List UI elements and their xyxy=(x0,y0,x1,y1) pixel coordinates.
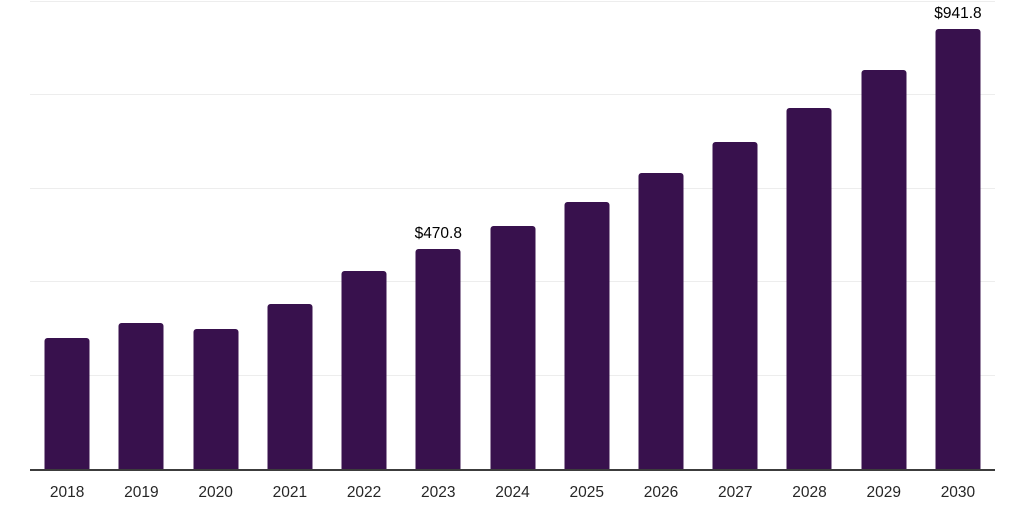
x-axis-label: 2021 xyxy=(272,484,308,501)
bar xyxy=(44,338,90,469)
bar-slot xyxy=(847,2,921,469)
bar-value-label: $470.8 xyxy=(414,224,462,242)
gridline xyxy=(30,1,995,2)
x-axis-label: 2026 xyxy=(643,484,679,501)
bar xyxy=(786,108,832,469)
x-axis-label: 2029 xyxy=(866,484,901,501)
x-axis-label: 2018 xyxy=(49,484,85,501)
plot-area: $470.8 $941.8 xyxy=(30,1,995,469)
bar-slot xyxy=(772,2,846,469)
bar xyxy=(193,328,239,469)
x-axis-label: 2025 xyxy=(569,484,604,501)
bar-slot xyxy=(698,2,772,469)
x-axis-line xyxy=(30,469,995,471)
x-axis-label: 2027 xyxy=(717,484,753,501)
bar-slot xyxy=(475,2,549,469)
x-axis-label: 2028 xyxy=(792,484,827,501)
bar xyxy=(341,270,387,469)
x-axis-label: 2030 xyxy=(940,484,976,501)
gridline xyxy=(30,187,995,189)
bar-slot: $941.8 xyxy=(921,2,995,469)
x-axis-label: 2023 xyxy=(421,484,456,501)
bar xyxy=(490,225,536,469)
bar-slot xyxy=(624,2,698,469)
bar-slot xyxy=(327,2,401,469)
x-axis-labels: 2018 2019 2020 2021 2022 2023 2024 2025 … xyxy=(30,483,995,503)
bar xyxy=(118,322,164,469)
bar xyxy=(935,29,981,469)
bar xyxy=(267,303,313,469)
bar-slot xyxy=(178,2,252,469)
x-axis-label: 2019 xyxy=(124,484,159,501)
bar-slot xyxy=(30,2,104,469)
bar xyxy=(638,173,684,469)
bar xyxy=(712,142,758,469)
bar xyxy=(861,69,907,469)
bar-value-label: $941.8 xyxy=(934,4,982,22)
bar-slot xyxy=(104,2,178,469)
x-axis-label: 2024 xyxy=(495,484,530,501)
x-axis-label: 2020 xyxy=(198,484,233,501)
bar xyxy=(564,201,610,469)
bar xyxy=(415,249,461,469)
bar-slot xyxy=(550,2,624,469)
x-axis-label: 2022 xyxy=(346,484,382,501)
bar-series: $470.8 $941.8 xyxy=(30,2,995,469)
bar-slot xyxy=(253,2,327,469)
gridline xyxy=(30,94,995,96)
bar-slot: $470.8 xyxy=(401,2,475,469)
